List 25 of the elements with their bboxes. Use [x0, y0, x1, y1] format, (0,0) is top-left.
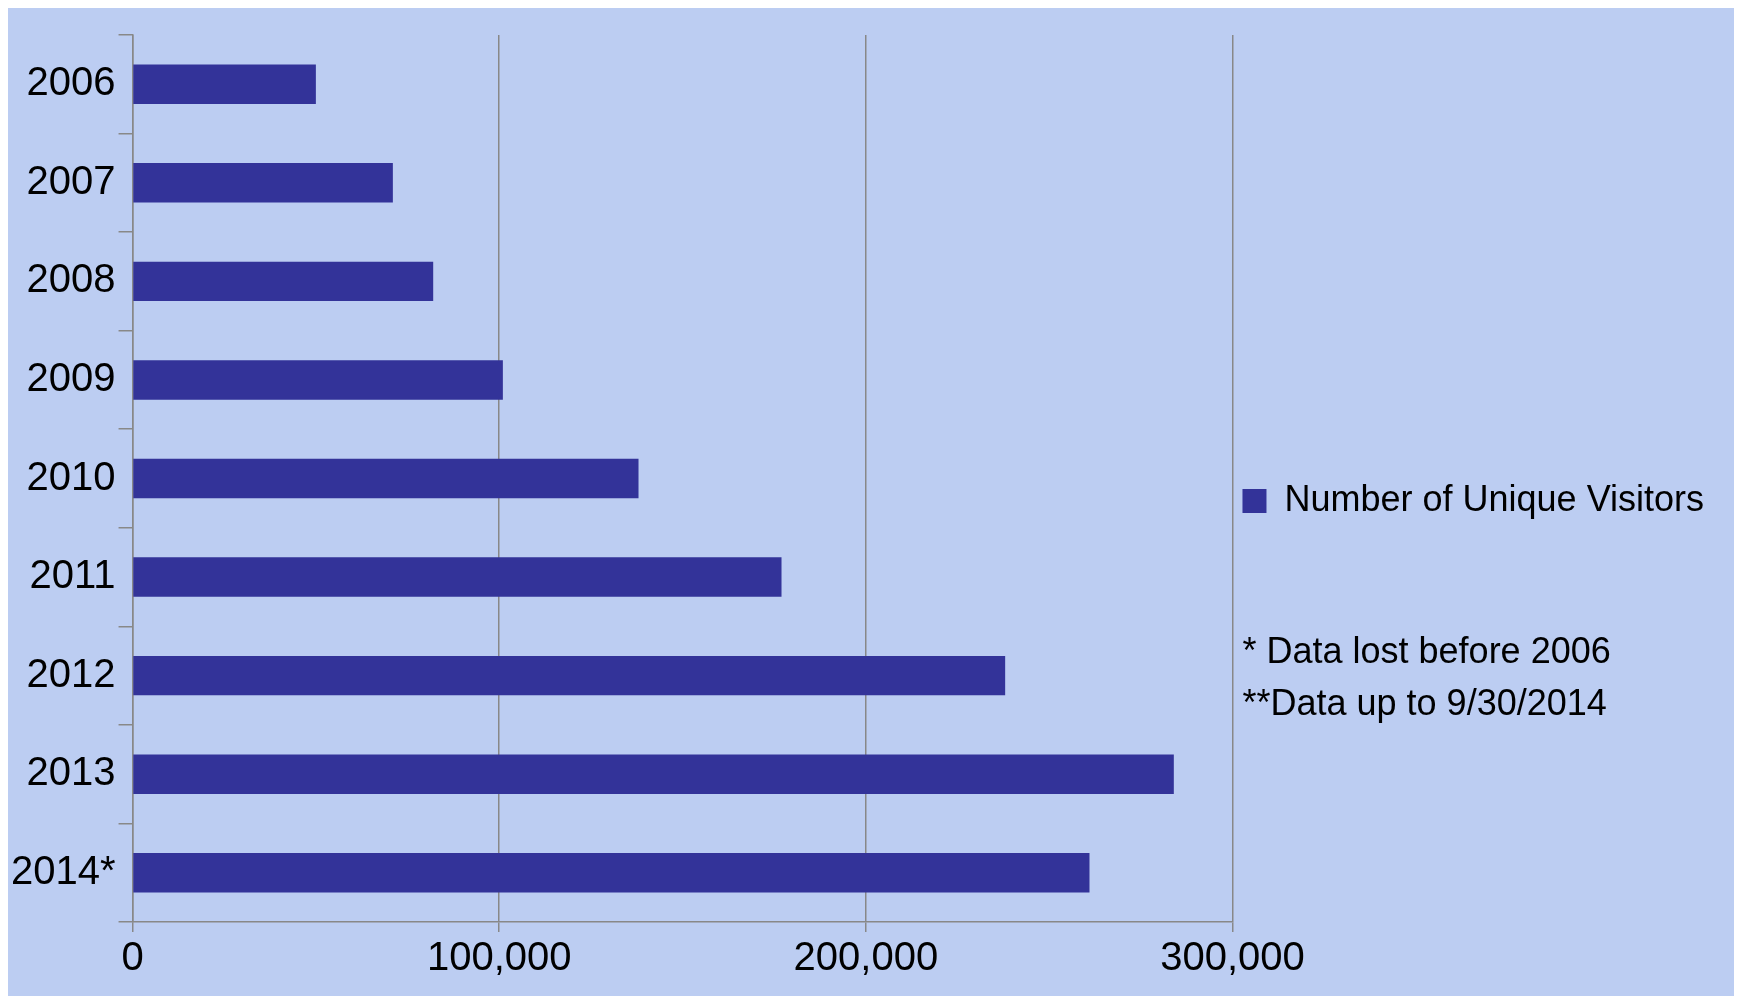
bar — [133, 754, 1174, 794]
bar — [133, 853, 1090, 893]
bar — [133, 557, 782, 597]
x-tick-label: 300,000 — [1160, 934, 1305, 979]
y-tick-label: 2008 — [26, 256, 116, 301]
x-tick-label: 200,000 — [793, 934, 939, 979]
y-tick-label: 2011 — [29, 552, 116, 597]
text: * Data lost before 2006 — [1242, 629, 1611, 671]
bar — [133, 458, 639, 499]
bar — [133, 163, 393, 203]
y-tick-label: 2009 — [26, 354, 116, 399]
x-tick-label: 100,000 — [426, 934, 572, 979]
y-tick-label: 2014* — [10, 847, 116, 892]
y-tick-label: 2007 — [26, 157, 116, 202]
y-tick-label: 2006 — [26, 59, 116, 104]
bar — [133, 655, 1006, 696]
text: **Data up to 9/30/2014 — [1242, 681, 1607, 723]
y-tick-label: 2010 — [26, 453, 116, 498]
y-tick-label: 2013 — [26, 749, 116, 794]
y-tick-label: 2012 — [26, 650, 116, 695]
bar — [133, 64, 316, 104]
bar — [133, 360, 503, 400]
x-tick-label: 0 — [121, 934, 144, 979]
bar — [133, 261, 434, 302]
legend-label: Number of Unique Visitors — [1284, 477, 1705, 519]
